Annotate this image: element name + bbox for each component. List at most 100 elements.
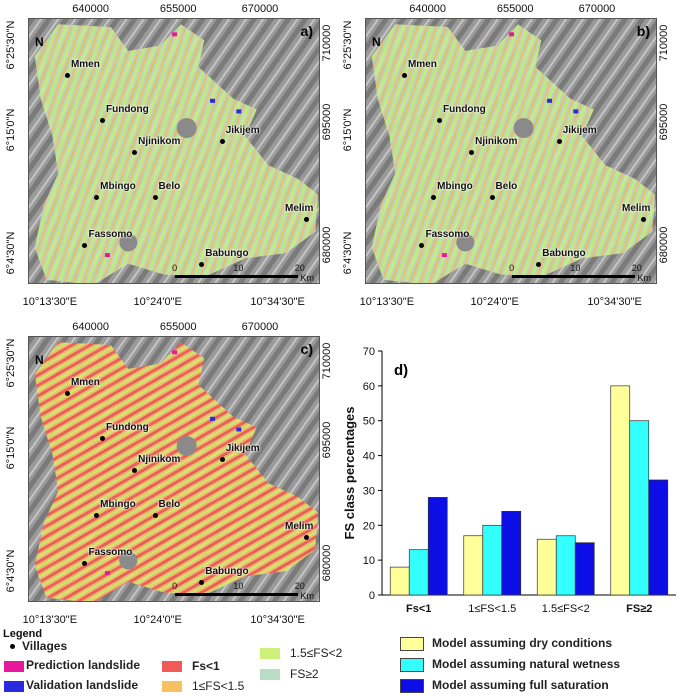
legend-fs-lt1-swatch: [162, 661, 182, 672]
validation-landslide: [236, 427, 242, 432]
village-marker: [437, 118, 442, 124]
village-marker: [152, 195, 158, 201]
village-marker: [94, 195, 100, 201]
map-easting-tick: 640000: [72, 321, 109, 333]
village-marker: [556, 139, 562, 145]
legend-village-dot-icon: [10, 644, 15, 649]
panel-label: c): [300, 341, 313, 357]
village-label: Njinikom: [475, 136, 518, 147]
chart-legend-swatch: [400, 679, 424, 693]
map-northing-tick: 710000: [321, 342, 333, 379]
map-easting-tick: 655000: [159, 3, 197, 15]
village-label: Jikijem: [225, 443, 260, 455]
village-marker: [304, 534, 310, 540]
legend-fs-ge2-label: FS≥2: [290, 667, 319, 681]
map-northing-tick: 680000: [321, 226, 333, 264]
hillshade-map: Mmen Fundong Njinikom Jikijem Mbingo Belo Meli…: [28, 336, 320, 602]
bar-saturated: [574, 542, 595, 596]
village-label: Belo: [495, 181, 518, 193]
panel-label: d): [394, 362, 408, 379]
panel-label: b): [636, 23, 650, 39]
prediction-landslide: [172, 32, 178, 37]
scale-bar-label: 10: [570, 263, 581, 273]
map-legend: Legend Villages Prediction landslide Val…: [2, 628, 342, 694]
scale-bar-label: 0: [172, 263, 178, 273]
y-tick-label: 70: [363, 346, 375, 358]
village-marker: [401, 72, 407, 78]
map-latitude-tick: 6°15'0"N: [342, 108, 354, 152]
fs-class-chart-svg: 0 10 20 30 40 50 60 70 FS class percentages d) Fs<…: [342, 346, 676, 615]
map-northing-tick: 695000: [658, 104, 670, 141]
map-northing-tick: 695000: [321, 104, 333, 141]
crater-hillshade: [176, 118, 197, 139]
village-label: Mbingo: [437, 181, 473, 193]
village-marker: [82, 243, 88, 249]
chart-legend-label: Model assuming full saturation: [432, 678, 609, 692]
x-category-label: FS≥2: [626, 603, 652, 615]
village-marker: [199, 261, 205, 267]
village-label: Njinikom: [138, 454, 181, 465]
y-tick-label: 20: [363, 520, 375, 532]
legend-villages-label: Villages: [22, 639, 68, 653]
bar-natural: [555, 535, 576, 596]
bar-saturated: [427, 497, 448, 596]
bar-natural: [408, 549, 429, 596]
map-latitude-tick: 6°15'0"N: [5, 108, 17, 152]
scale-bar: [175, 275, 298, 278]
village-marker: [431, 195, 437, 201]
map-latitude-tick: 6°25'30"N: [342, 20, 354, 70]
map-latitude-tick: 6°4'30"N: [5, 549, 17, 593]
village-label: Fundong: [443, 104, 486, 116]
crater-hillshade: [119, 233, 138, 252]
map-easting-tick: 640000: [409, 3, 446, 15]
validation-landslide: [236, 109, 242, 114]
chart-legend-label: Model assuming natural wetness: [432, 657, 621, 671]
village-marker: [94, 513, 100, 519]
north-arrow-icon: N: [35, 353, 44, 367]
map-longitude-tick: 10°13'30"E: [22, 614, 78, 626]
legend-fs-1-15-label: 1≤FS<1.5: [192, 679, 245, 693]
bar-saturated: [648, 479, 669, 596]
crater-hillshade: [513, 118, 534, 139]
prediction-landslide: [104, 571, 110, 576]
study-area-fs-zones: [34, 24, 319, 283]
legend-prediction-label: Prediction landslide: [26, 658, 141, 672]
bar-natural: [482, 524, 503, 596]
y-tick-label: 40: [363, 451, 375, 463]
prediction-landslide: [509, 32, 515, 37]
scale-bar-label: 20: [631, 263, 642, 273]
village-marker: [219, 139, 225, 145]
validation-landslide: [547, 98, 553, 103]
village-marker: [219, 457, 225, 463]
legend-prediction-swatch: [4, 661, 24, 672]
legend-validation-swatch: [4, 681, 24, 692]
map-longitude-tick: 10°34'30"E: [250, 296, 305, 308]
map-latitude-tick: 6°4'30"N: [5, 231, 17, 275]
bar-dry: [463, 535, 484, 596]
scale-bar-unit: Km: [637, 273, 652, 283]
hillshade-map: Mmen Fundong Njinikom Jikijem Mbingo Belo Meli…: [365, 18, 657, 284]
chart-legend-swatch: [400, 637, 424, 651]
village-marker: [304, 216, 310, 222]
panel-label: a): [300, 23, 313, 39]
village-marker: [64, 390, 70, 396]
village-label: Fundong: [106, 422, 149, 434]
village-marker: [419, 243, 425, 249]
village-marker: [489, 195, 495, 201]
village-label: Njinikom: [138, 136, 181, 147]
fs-map-graphic: [366, 19, 656, 283]
legend-fs-15-2-swatch: [260, 648, 280, 659]
map-latitude-tick: 6°15'0"N: [5, 426, 17, 470]
validation-landslide: [573, 109, 579, 114]
x-category-label: 1≤FS<1.5: [468, 603, 516, 615]
fs-class-chart: 0 10 20 30 40 50 60 70 FS class percentages d) Fs<…: [340, 335, 685, 696]
village-marker: [100, 118, 105, 124]
legend-fs-ge2-swatch: [260, 669, 280, 680]
north-arrow-icon: N: [35, 35, 44, 49]
village-label: Melim: [285, 520, 314, 532]
village-marker: [469, 150, 475, 155]
scale-bar: [175, 593, 298, 596]
map-northing-tick: 710000: [321, 24, 333, 61]
village-label: Jikijem: [225, 125, 260, 137]
map-longitude-tick: 10°24'0"E: [133, 296, 182, 308]
